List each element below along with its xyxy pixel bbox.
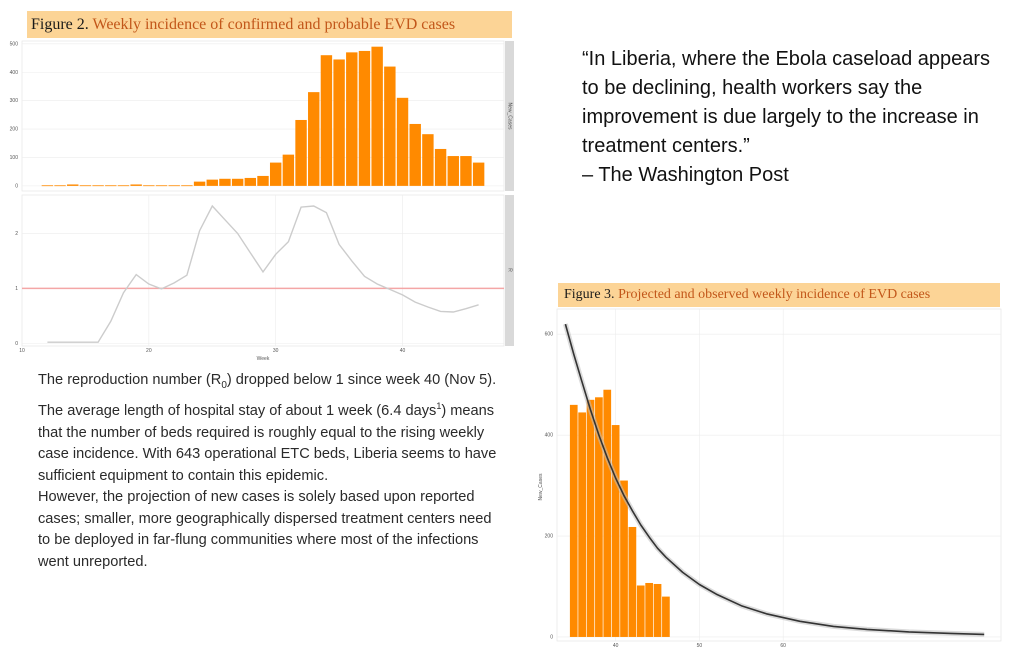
top-bar	[193, 181, 206, 186]
top-bar	[320, 55, 333, 186]
top-bar	[308, 92, 320, 186]
top-bar	[155, 185, 168, 187]
bottom-y-tick-label: 2	[15, 231, 18, 237]
figure-2-label: Figure 2.	[31, 16, 89, 33]
bottom-panel-plot: 0 1 2 10 20 30 40	[15, 195, 504, 354]
figure-3-y-tick-label: 400	[545, 433, 554, 439]
figure-3-bar	[595, 397, 603, 637]
figure-3-bar	[628, 526, 637, 637]
top-y-tick-label: 100	[10, 155, 19, 161]
figure-3-bar	[603, 389, 612, 637]
top-bar	[409, 123, 421, 186]
x-axis-label: Week	[257, 356, 270, 362]
paragraph-projection-caveat: However, the projection of new cases is …	[38, 489, 492, 570]
top-bar	[54, 185, 66, 187]
top-bar	[143, 185, 155, 187]
figure-3-title-text: Projected and observed weekly incidence …	[618, 287, 931, 302]
quote-source: – The Washington Post	[582, 164, 789, 186]
bottom-y-tick-label: 1	[15, 286, 18, 292]
figure-3-bar	[653, 583, 662, 637]
top-y-tick-label: 300	[10, 98, 19, 104]
figure-3-bar	[611, 425, 620, 637]
top-bar	[219, 178, 231, 186]
top-bar	[295, 119, 307, 186]
analysis-text: The reproduction number (R0) dropped bel…	[38, 370, 498, 573]
figure-3-y-tick-label: 600	[545, 332, 554, 338]
figure-3-bar	[569, 404, 578, 637]
paragraph-reproduction-number: The reproduction number (R0) dropped bel…	[38, 372, 497, 391]
figure-3-bar	[662, 596, 670, 637]
top-bar	[92, 185, 104, 187]
bottom-panel-strip	[505, 195, 514, 346]
top-panel-plot: 0 100 200 300 400 500	[10, 41, 504, 189]
press-quote: “In Liberia, where the Ebola caseload ap…	[582, 45, 1002, 190]
reproduction-number-line	[47, 204, 479, 343]
top-bar	[105, 185, 117, 187]
top-bar	[447, 156, 459, 186]
figure-3-y-tick-label: 0	[550, 634, 553, 640]
top-y-tick-label: 400	[10, 70, 19, 76]
top-strip-label: New_Cases	[507, 103, 513, 130]
top-bar	[231, 178, 244, 186]
bottom-x-tick-label: 20	[146, 348, 152, 354]
top-bar	[168, 185, 180, 187]
figure-3-x-tick-label: 40	[613, 643, 619, 649]
figure-3-plot: 0 200 400 600 40 50 60	[545, 309, 1001, 649]
top-bar	[333, 59, 345, 186]
top-bar	[434, 148, 447, 186]
figure-2-chart: New_Cases R 0 100 200 300 400 500 0 1 2 10 20 30 40…	[10, 40, 514, 362]
bottom-panel-background	[21, 194, 505, 347]
figure-3-y-axis-label: New_Cases	[538, 473, 544, 500]
figure-3-y-tick-label: 200	[545, 534, 554, 540]
quote-text: “In Liberia, where the Ebola caseload ap…	[582, 48, 991, 157]
top-panel-strip	[505, 41, 514, 191]
top-bar	[472, 162, 485, 186]
top-bar	[346, 52, 358, 186]
figure-3-bar	[645, 582, 654, 637]
bottom-x-tick-label: 10	[19, 348, 25, 354]
figure-3-bar	[636, 585, 645, 637]
top-bar	[41, 185, 54, 187]
top-bar	[206, 179, 218, 186]
figure-3-bar	[586, 399, 595, 637]
figure-3-title: Figure 3. Projected and observed weekly …	[558, 283, 1000, 307]
figure-3-x-tick-label: 60	[780, 643, 786, 649]
paragraph-hospital-stay: The average length of hospital stay of a…	[38, 401, 497, 484]
top-bar	[117, 185, 130, 187]
top-bar	[269, 162, 282, 186]
projection-curve	[564, 323, 985, 636]
figure-2-title: Figure 2. Weekly incidence of confirmed …	[27, 11, 512, 38]
figure-3-bar	[620, 480, 628, 637]
top-bar	[67, 184, 79, 186]
top-bar	[282, 154, 295, 186]
top-bar	[396, 97, 409, 186]
figure-3-label: Figure 3.	[564, 287, 615, 302]
figure-3-x-tick-label: 50	[697, 643, 703, 649]
bottom-y-tick-label: 0	[15, 341, 18, 347]
figure-3-chart: New_Cases 0 200 400 600 40 50 60	[538, 308, 1002, 649]
bottom-strip-label: R	[507, 268, 513, 272]
top-bar	[358, 50, 371, 186]
top-bar	[460, 156, 472, 186]
top-bar	[371, 46, 383, 186]
bottom-x-tick-label: 30	[273, 348, 279, 354]
top-bar	[384, 66, 396, 186]
top-bar	[130, 184, 142, 186]
top-bar	[79, 185, 92, 187]
top-bar	[422, 134, 434, 186]
top-bar	[181, 185, 193, 187]
top-y-tick-label: 0	[15, 183, 18, 189]
top-y-tick-label: 500	[10, 41, 19, 47]
top-y-tick-label: 200	[10, 127, 19, 133]
figure-3-bar	[578, 412, 586, 637]
top-bar	[257, 175, 269, 186]
bottom-x-tick-label: 40	[400, 348, 406, 354]
top-bar	[244, 177, 257, 186]
figure-2-title-text: Weekly incidence of confirmed and probab…	[92, 16, 456, 33]
